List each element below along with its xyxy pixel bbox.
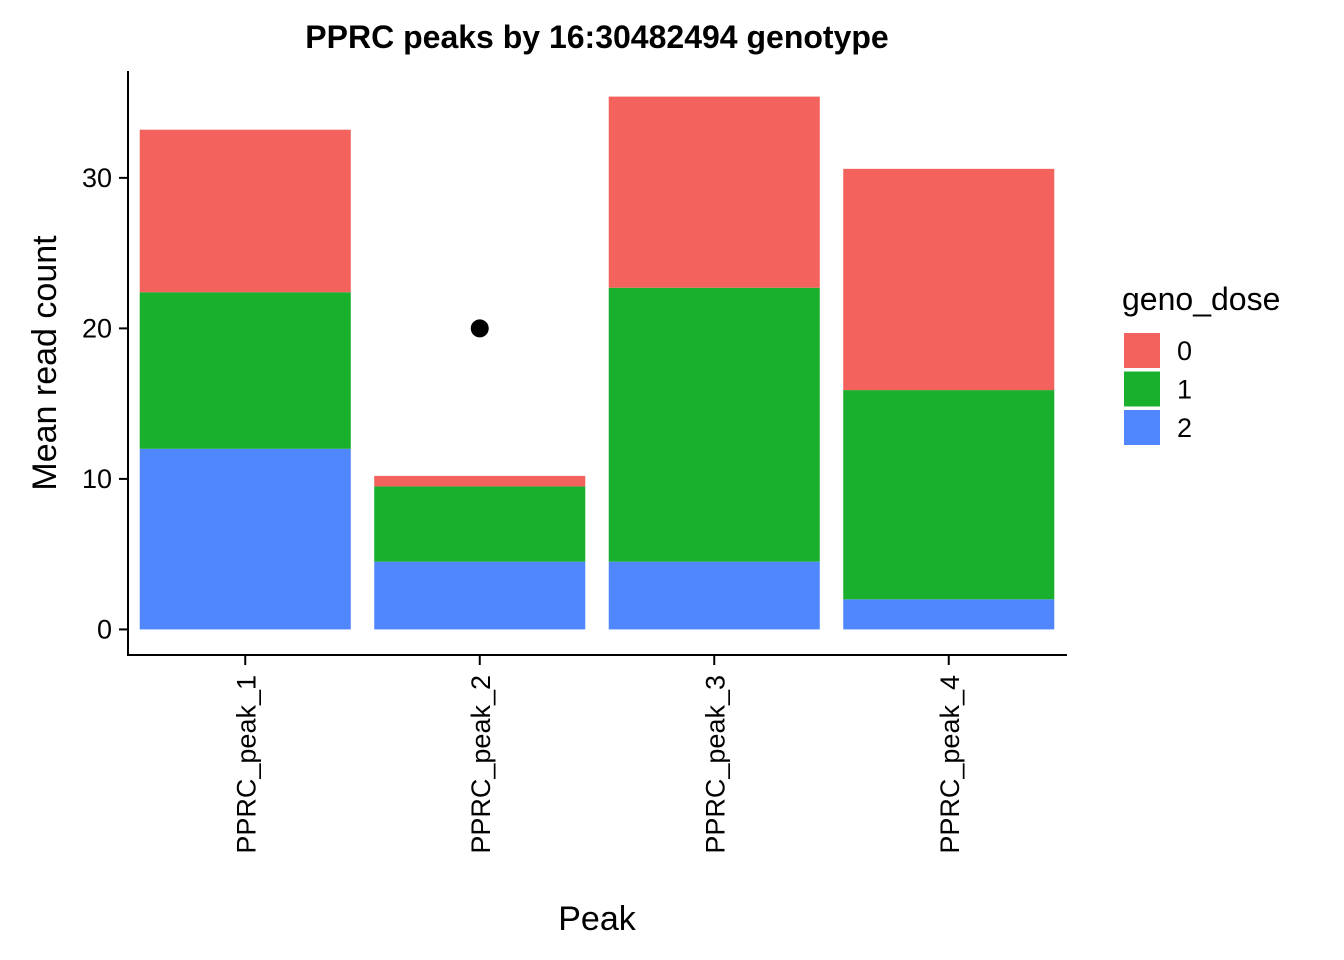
bar-pprc-peak-3-dose-0 (608, 96, 820, 288)
bar-pprc-peak-4-dose-1 (843, 390, 1055, 600)
bar-pprc-peak-4-dose-0 (843, 168, 1055, 391)
x-tick-label: PPRC_peak_1 (231, 675, 261, 854)
plot-area (139, 96, 1055, 630)
bar-pprc-peak-1-dose-0 (139, 129, 351, 293)
bar-pprc-peak-3-dose-1 (608, 287, 820, 562)
legend-key-1 (1124, 371, 1160, 407)
x-tick-label: PPRC_peak_4 (935, 675, 965, 854)
bar-pprc-peak-2-dose-1 (374, 486, 586, 562)
legend-title: geno_dose (1122, 281, 1280, 317)
legend: geno_dose 0 1 2 (1122, 281, 1280, 445)
annotation-point (470, 319, 489, 338)
y-axis: 0 10 20 30 (82, 163, 128, 644)
x-axis: PPRC_peak_1 PPRC_peak_2 PPRC_peak_3 PPRC_pe… (231, 656, 965, 854)
x-tick-label: PPRC_peak_2 (466, 675, 496, 854)
bar-pprc-peak-1-dose-2 (139, 448, 351, 630)
bar-pprc-peak-3-dose-2 (608, 561, 820, 630)
x-tick-label: PPRC_peak_3 (700, 675, 730, 854)
legend-label-1: 1 (1177, 375, 1192, 405)
legend-key-2 (1124, 410, 1160, 445)
y-tick-label: 30 (82, 163, 112, 193)
legend-key-0 (1124, 333, 1160, 368)
legend-label-0: 0 (1177, 336, 1192, 366)
legend-label-2: 2 (1177, 413, 1192, 443)
bar-pprc-peak-1-dose-1 (139, 292, 351, 449)
y-tick-label: 20 (82, 313, 112, 343)
bar-pprc-peak-2-dose-2 (374, 561, 586, 630)
bar-pprc-peak-2-dose-0 (374, 475, 586, 487)
x-axis-title: Peak (558, 900, 636, 938)
y-tick-label: 0 (97, 614, 112, 644)
chart-title: PPRC peaks by 16:30482494 genotype (305, 19, 888, 55)
bar-pprc-peak-4-dose-2 (843, 599, 1055, 630)
y-tick-label: 10 (82, 464, 112, 494)
y-axis-title: Mean read count (26, 235, 64, 491)
